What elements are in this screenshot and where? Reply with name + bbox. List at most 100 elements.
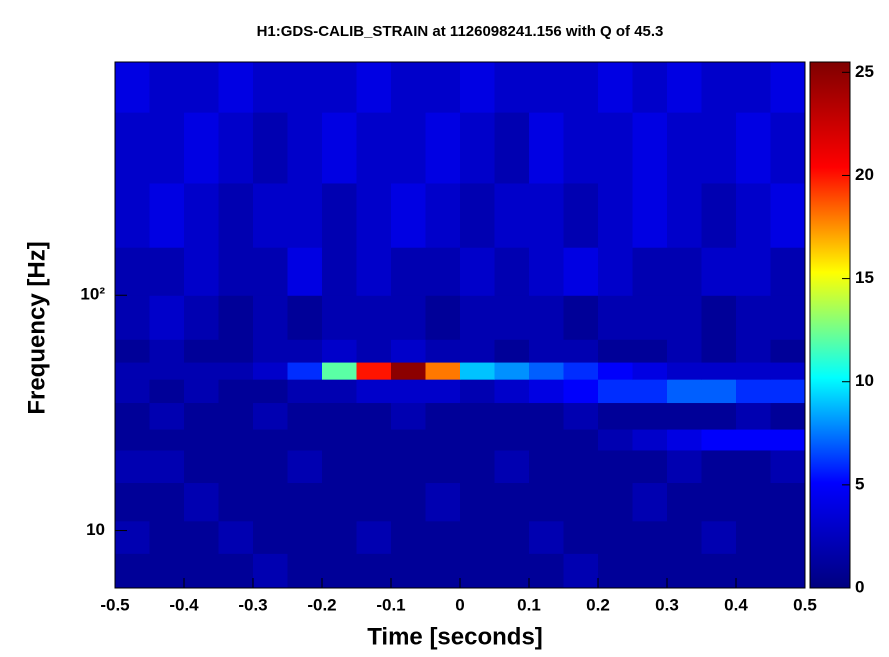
heatmap-cell [701, 482, 737, 522]
heatmap-cell [667, 362, 702, 380]
heatmap-cell [287, 339, 323, 363]
heatmap-cell [253, 379, 288, 404]
heatmap-cell [563, 429, 599, 451]
heatmap-cell [287, 182, 323, 248]
heatmap-cell [736, 553, 771, 589]
heatmap-cell [667, 295, 702, 340]
heatmap-cell [701, 182, 737, 248]
heatmap-cell [494, 339, 530, 363]
heatmap-cell [253, 295, 288, 340]
heatmap-cell [494, 520, 530, 554]
heatmap-cell [115, 295, 150, 340]
heatmap-cell [770, 520, 806, 554]
colorbar-tick-label: 25 [855, 62, 874, 81]
heatmap-cell [253, 520, 288, 554]
heatmap-cell [356, 362, 392, 380]
heatmap-cell [667, 112, 702, 184]
heatmap-cell [425, 295, 461, 340]
heatmap-cell [736, 482, 771, 522]
heatmap-cell [667, 402, 702, 430]
heatmap-cell [253, 449, 288, 484]
heatmap-cell [736, 295, 771, 340]
heatmap-cell [287, 112, 323, 184]
heatmap-cell [322, 339, 357, 363]
heatmap-cell [149, 339, 185, 363]
heatmap-cell [115, 553, 150, 589]
heatmap-cell [460, 112, 495, 184]
heatmap-cell [218, 449, 254, 484]
heatmap-cell [391, 112, 426, 184]
heatmap-cell [287, 429, 323, 451]
heatmap-cell [218, 62, 254, 113]
heatmap-cell [632, 182, 668, 248]
heatmap-cell [149, 295, 185, 340]
heatmap-cell [115, 379, 150, 404]
heatmap-cell [632, 112, 668, 184]
heatmap-cell [391, 295, 426, 340]
heatmap-cell [184, 429, 219, 451]
heatmap-cell [494, 429, 530, 451]
heatmap-cell [770, 339, 806, 363]
heatmap-cell [184, 482, 219, 522]
heatmap-cell [356, 520, 392, 554]
heatmap-cell [356, 247, 392, 296]
heatmap-cell [667, 429, 702, 451]
heatmap-cell [287, 362, 323, 380]
heatmap-cell [218, 402, 254, 430]
heatmap-cell [391, 402, 426, 430]
heatmap-cell [701, 112, 737, 184]
x-tick-label: -0.3 [238, 595, 267, 614]
heatmap-cell [632, 379, 668, 404]
heatmap-cell [218, 520, 254, 554]
colorbar [809, 61, 851, 589]
heatmap-cell [322, 553, 357, 589]
heatmap-cell [770, 112, 806, 184]
heatmap-cell [460, 62, 495, 113]
colorbar-tick-label: 0 [855, 577, 864, 596]
heatmap-cell [563, 247, 599, 296]
heatmap-cell [356, 553, 392, 589]
x-tick-label: 0.1 [517, 595, 541, 614]
heatmap-cell [287, 295, 323, 340]
heatmap-cell [115, 402, 150, 430]
heatmap-cell [425, 362, 461, 380]
heatmap-cell [253, 362, 288, 380]
heatmap-cell [667, 182, 702, 248]
heatmap-cell [425, 520, 461, 554]
heatmap-cell [598, 247, 633, 296]
y-tick-label: 10 [86, 520, 105, 539]
heatmap-cell [149, 112, 185, 184]
heatmap-cell [253, 339, 288, 363]
heatmap-cell [322, 379, 357, 404]
colorbar-tick-label: 15 [855, 268, 874, 287]
heatmap-cell [460, 482, 495, 522]
heatmap-cell [563, 62, 599, 113]
heatmap-cell [356, 112, 392, 184]
heatmap-cell [701, 429, 737, 451]
heatmap-cell [494, 482, 530, 522]
heatmap-cell [494, 362, 530, 380]
heatmap-cell [736, 247, 771, 296]
heatmap-cell [425, 482, 461, 522]
heatmap-cell [770, 553, 806, 589]
heatmap-cell [184, 520, 219, 554]
heatmap-cell [494, 449, 530, 484]
heatmap-cell [253, 182, 288, 248]
x-tick-label: 0.2 [586, 595, 610, 614]
heatmap-cell [460, 379, 495, 404]
heatmap-cell [184, 62, 219, 113]
heatmap-cell [598, 362, 633, 380]
heatmap-cell [356, 482, 392, 522]
heatmap-cell [770, 449, 806, 484]
heatmap-cell [425, 402, 461, 430]
heatmap-cell [322, 402, 357, 430]
heatmap-cell [460, 429, 495, 451]
heatmap-cell [149, 449, 185, 484]
heatmap-cell [218, 112, 254, 184]
heatmap-cell [667, 339, 702, 363]
heatmap-cell [322, 295, 357, 340]
heatmap-cell [667, 247, 702, 296]
heatmap-cell [494, 112, 530, 184]
heatmap-cell [322, 247, 357, 296]
heatmap-cell [563, 520, 599, 554]
